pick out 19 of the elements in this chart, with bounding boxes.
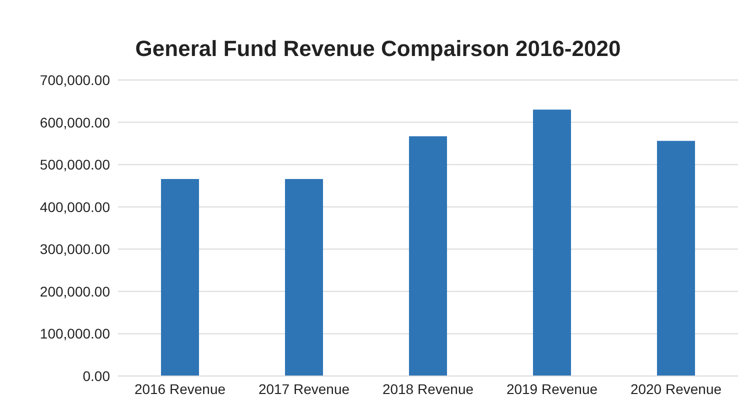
bar xyxy=(285,178,323,376)
chart-title: General Fund Revenue Compairson 2016-2020 xyxy=(134,35,622,63)
bar xyxy=(533,110,571,376)
bar xyxy=(409,136,447,376)
y-tick-label: 400,000.00 xyxy=(40,198,110,215)
x-tick-label: 2019 Revenue xyxy=(506,380,598,397)
y-tick-label: 500,000.00 xyxy=(40,156,110,173)
x-tick-label: 2017 Revenue xyxy=(258,380,350,397)
bar xyxy=(161,178,199,376)
x-tick-label: 2018 Revenue xyxy=(382,380,474,397)
x-tick-label: 2016 Revenue xyxy=(134,380,226,397)
y-tick-label: 100,000.00 xyxy=(40,326,110,342)
y-tick-label: 700,000.00 xyxy=(40,72,110,88)
bar xyxy=(657,140,695,376)
y-tick-label: 600,000.00 xyxy=(40,114,110,130)
x-tick-label: 2020 Revenue xyxy=(630,380,722,397)
y-tick-label: 0.00 xyxy=(82,368,110,384)
y-tick-label: 300,000.00 xyxy=(40,241,110,258)
y-tick-label: 200,000.00 xyxy=(40,283,110,300)
